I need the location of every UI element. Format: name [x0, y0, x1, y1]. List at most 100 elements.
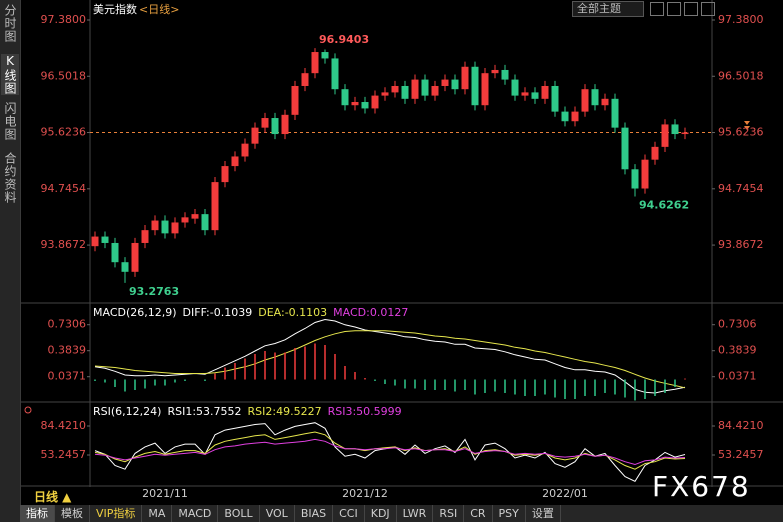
legend-entry: MACD(26,12,9): [93, 306, 177, 319]
candle-body: [521, 92, 529, 96]
candle-body: [251, 127, 259, 144]
candle-body: [141, 230, 149, 243]
sidebar-tab[interactable]: 分时图: [3, 4, 17, 43]
toolbar-button[interactable]: 设置: [526, 505, 561, 522]
candle-body: [621, 127, 629, 170]
y-tick-label: 0.7306: [718, 318, 757, 331]
toolbar-button[interactable]: LWR: [397, 505, 434, 522]
x-tick-label: 2021/12: [342, 487, 388, 500]
candle-body: [231, 156, 239, 167]
candle-body: [451, 79, 459, 90]
candle-body: [641, 159, 649, 189]
toolbar-button[interactable]: CCI: [333, 505, 365, 522]
candle-body: [501, 69, 509, 80]
candle-body: [411, 79, 419, 99]
candle-body: [571, 111, 579, 122]
price-arrow: [744, 121, 750, 125]
toolbar-button[interactable]: BIAS: [295, 505, 334, 522]
candle-body: [91, 236, 99, 247]
candle-body: [531, 92, 539, 99]
candle-body: [131, 242, 139, 272]
y-tick-label: 0.0371: [48, 370, 87, 383]
y-tick-label: 94.7454: [718, 182, 764, 195]
candle-body: [301, 73, 309, 86]
chart-title: 美元指数: [93, 2, 137, 16]
chart-subtitle: <日线>: [139, 2, 179, 16]
candle-body: [391, 85, 399, 93]
candle-body: [401, 85, 409, 99]
candle-body: [101, 236, 109, 243]
candle-body: [611, 98, 619, 128]
candle-body: [191, 214, 199, 219]
x-tick-label: 2021/11: [142, 487, 188, 500]
sidebar-tab[interactable]: 闪电图: [3, 102, 17, 141]
watermark: FX678: [652, 470, 751, 503]
toolbar-button[interactable]: MACD: [172, 505, 219, 522]
indicator-line: [94, 422, 686, 482]
candle-body: [651, 146, 659, 160]
indicator-line: [94, 438, 686, 466]
high-annotation: 96.9403: [319, 33, 369, 46]
toolbar-button[interactable]: MA: [142, 505, 173, 522]
candle-body: [271, 118, 279, 135]
candle-body: [671, 124, 679, 135]
theme-select[interactable]: 全部主题: [572, 1, 644, 17]
icon-button[interactable]: [650, 2, 664, 16]
toolbar-button[interactable]: BOLL: [218, 505, 260, 522]
icon-button[interactable]: [667, 2, 681, 16]
legend-entry: RSI2:49.5227: [248, 405, 322, 418]
y-tick-label: 0.3839: [718, 344, 757, 357]
price-arrow: [744, 126, 750, 130]
y-tick-label: 95.6236: [718, 126, 764, 139]
legend-entry: DEA:-0.1103: [258, 306, 327, 319]
candle-body: [681, 132, 689, 135]
candle-body: [171, 222, 179, 234]
candle-body: [481, 73, 489, 106]
toolbar-button[interactable]: 指标: [20, 505, 55, 522]
candle-body: [211, 182, 219, 231]
toolbar-button[interactable]: 模板: [55, 505, 90, 522]
y-tick-label: 84.4210: [41, 419, 87, 432]
y-tick-label: 53.2457: [718, 448, 764, 461]
y-tick-label: 0.3839: [48, 344, 87, 357]
candle-body: [581, 89, 589, 112]
indicator-line: [94, 318, 686, 394]
candle-body: [421, 79, 429, 96]
toolbar-button[interactable]: CR: [464, 505, 493, 522]
candle-body: [441, 79, 449, 86]
candle-body: [221, 166, 229, 183]
sidebar-tab[interactable]: K线图: [1, 54, 19, 95]
sidebar: 分时图 K线图闪电图合约资料: [0, 0, 21, 522]
candle-body: [321, 52, 329, 59]
candle-body: [281, 114, 289, 135]
sidebar-tab[interactable]: 合约资料: [3, 152, 17, 204]
legend-entry: MACD:0.0127: [333, 306, 408, 319]
toolbar-button[interactable]: VIP指标: [90, 505, 143, 522]
candle-body: [341, 89, 349, 106]
toolbar-button[interactable]: RSI: [433, 505, 465, 522]
candle-body: [111, 242, 119, 263]
toolbar-button[interactable]: PSY: [493, 505, 526, 522]
icon-button[interactable]: [684, 2, 698, 16]
candle-body: [351, 102, 359, 106]
y-tick-label: 93.8672: [41, 238, 87, 251]
legend-entry: RSI1:53.7552: [167, 405, 241, 418]
candle-body: [591, 89, 599, 106]
icon-button[interactable]: [701, 2, 715, 16]
indicator-line: [94, 431, 686, 470]
legend-entry: RSI3:50.5999: [328, 405, 402, 418]
y-tick-label: 96.5018: [41, 69, 87, 82]
period-select[interactable]: 日线 ▲: [34, 490, 72, 504]
candle-body: [511, 79, 519, 96]
toolbar-button[interactable]: KDJ: [365, 505, 397, 522]
toolbar-button[interactable]: VOL: [260, 505, 295, 522]
y-tick-label: 84.4210: [718, 419, 764, 432]
candle-body: [561, 111, 569, 122]
candle-body: [431, 85, 439, 96]
toolbar: 指标 模板 VIP指标 MA MACD BOLL VOL BIAS CCI KDJ LWR RSI CR…: [20, 505, 783, 522]
candle-body: [181, 217, 189, 223]
candle-body: [381, 92, 389, 96]
settings-icon[interactable]: [24, 406, 32, 414]
candle-body: [551, 85, 559, 112]
